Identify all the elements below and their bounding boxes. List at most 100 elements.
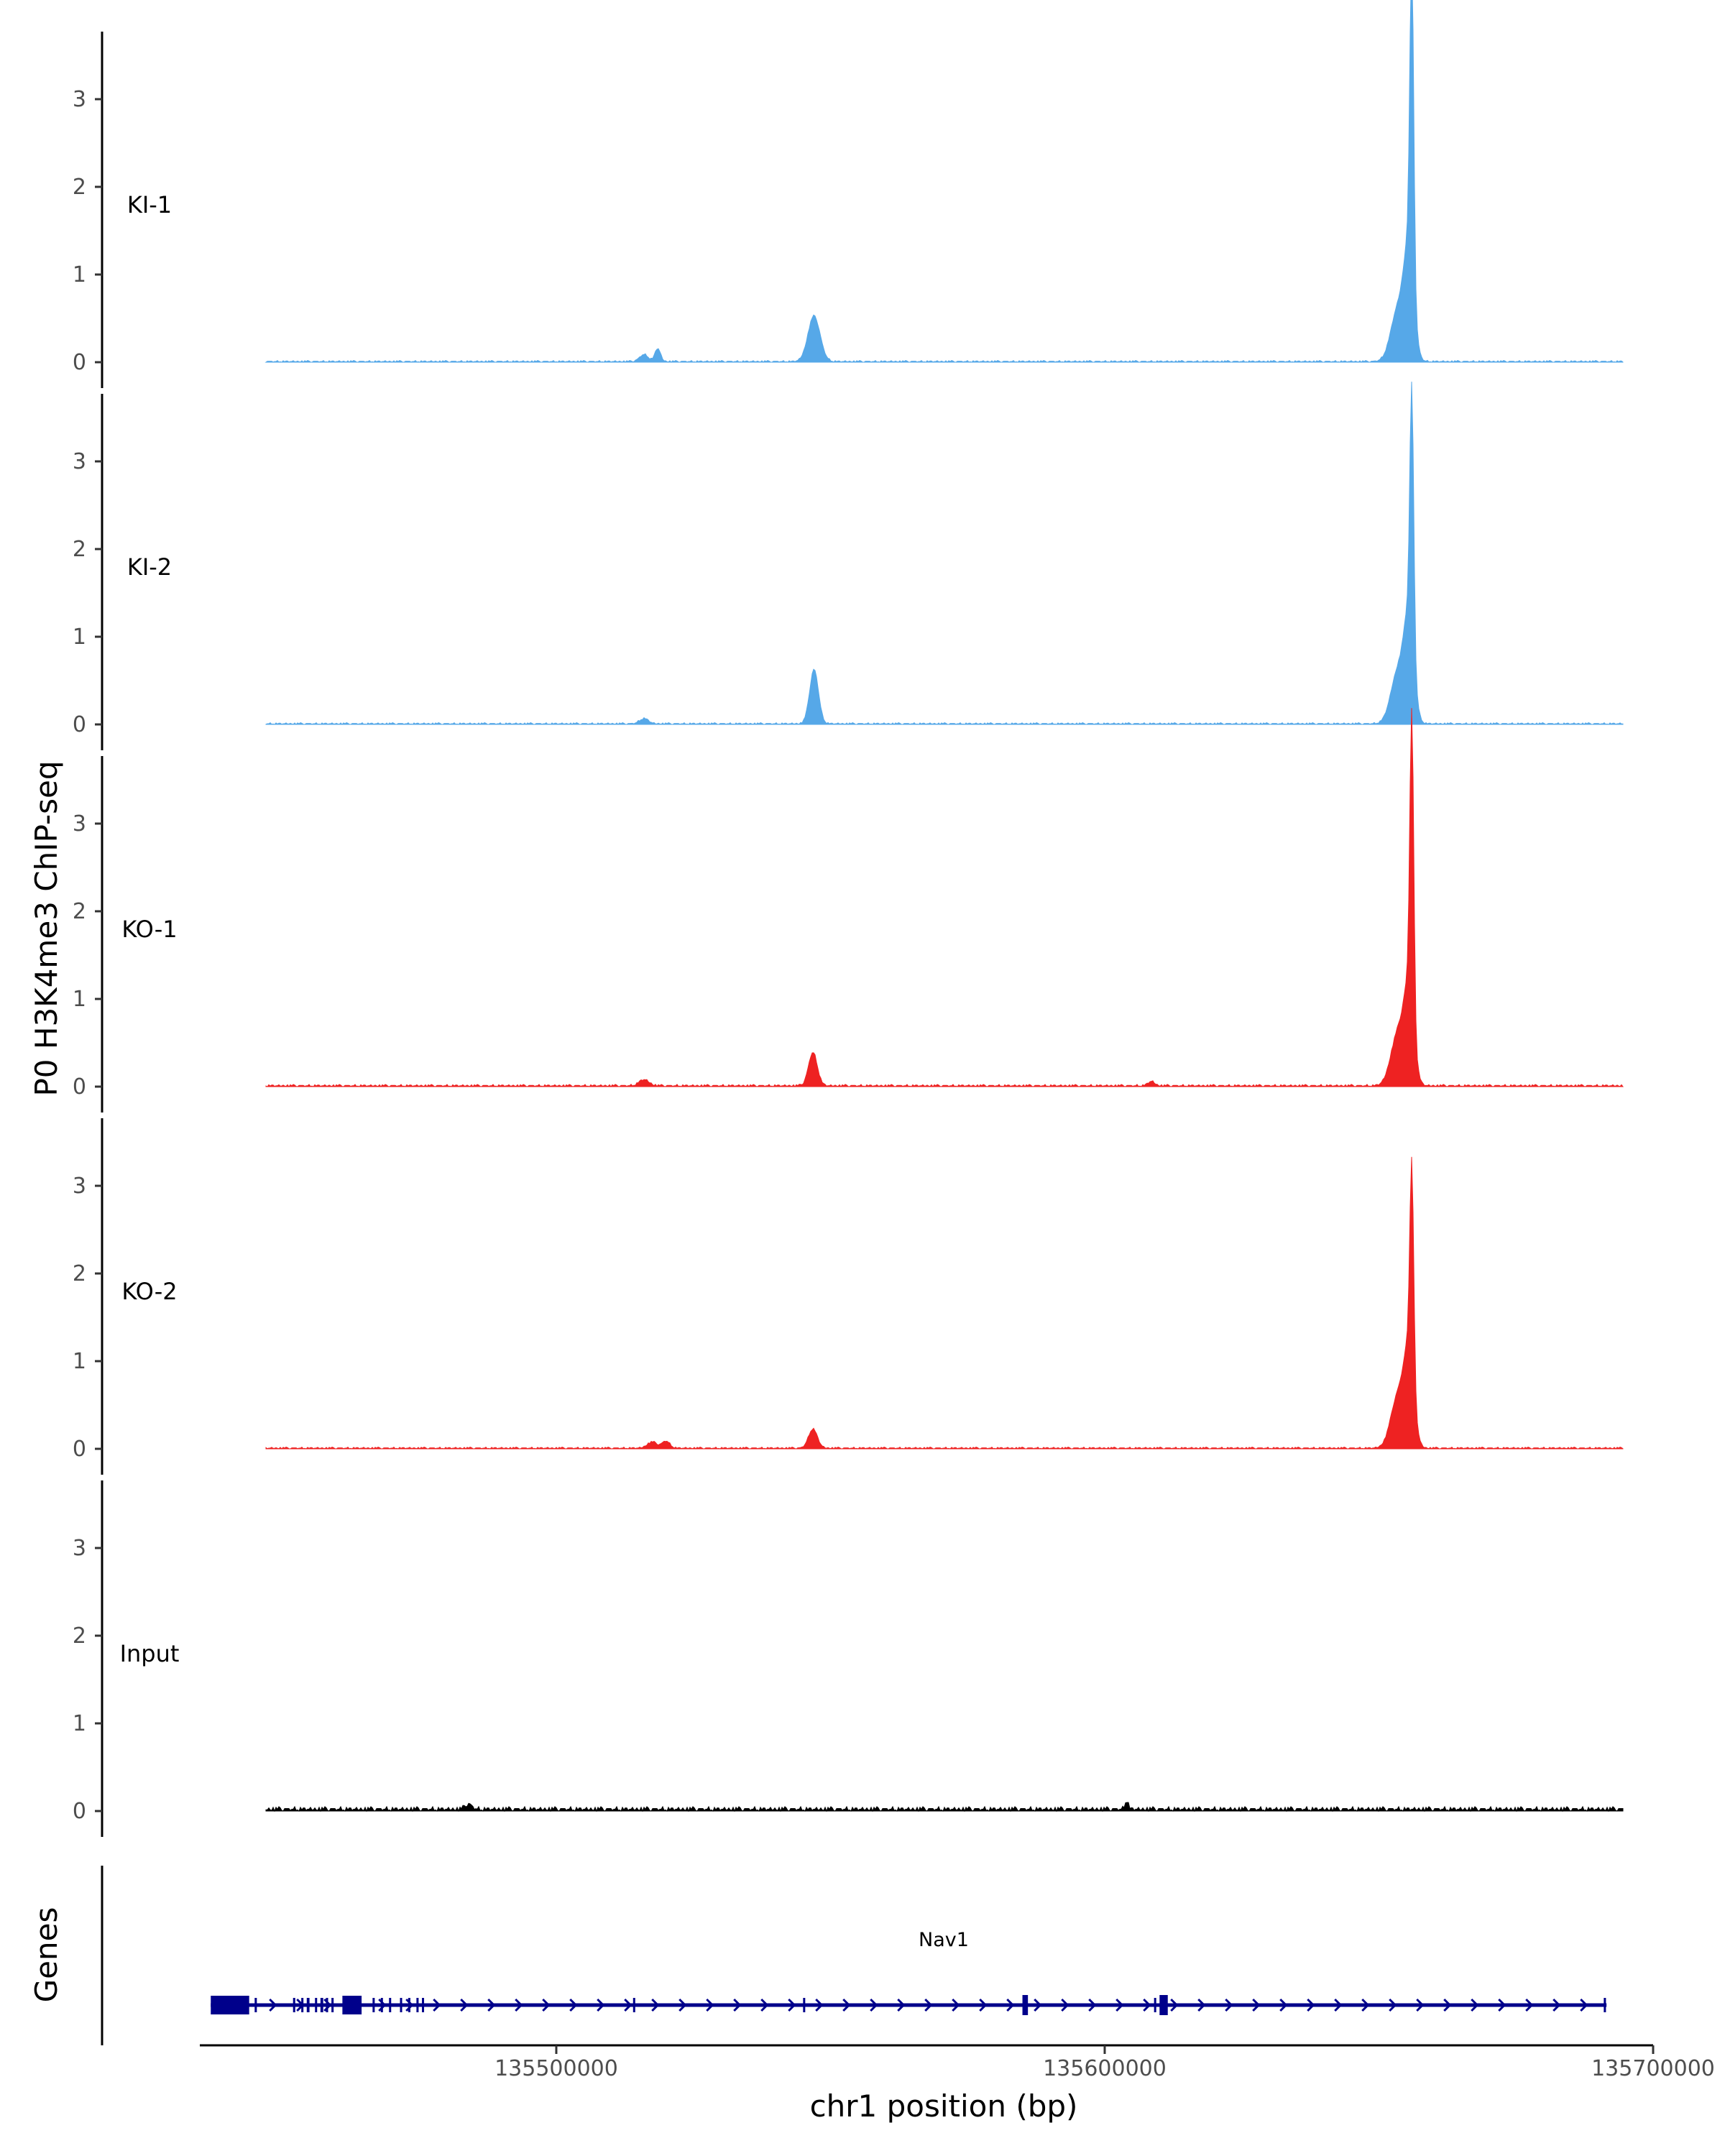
y-tick-label: 1	[73, 1711, 86, 1736]
strand-arrow	[706, 1998, 714, 2012]
exon	[1154, 1998, 1156, 2012]
strand-arrow	[1279, 1998, 1288, 2012]
y-tick-label: 3	[73, 1536, 86, 1561]
exon	[1604, 1998, 1606, 2012]
exon	[211, 1996, 249, 2014]
strand-arrow	[1252, 1998, 1261, 2012]
x-axis-title: chr1 position (bp)	[810, 2088, 1078, 2124]
x-tick-label: 135700000	[1591, 2056, 1715, 2081]
strand-arrow	[760, 1998, 769, 2012]
y-tick-label: 1	[73, 625, 86, 650]
exon	[331, 1998, 334, 2012]
signal-area	[265, 1156, 1624, 1450]
y-tick-label: 3	[73, 449, 86, 474]
signal-area	[264, 0, 1624, 363]
exon	[416, 1998, 419, 2012]
strand-arrow	[1361, 1998, 1370, 2012]
exon	[342, 1996, 362, 2014]
strand-arrow	[1552, 1998, 1561, 2012]
strand-arrow	[1034, 1998, 1042, 2012]
exon	[320, 1998, 323, 2012]
track-label: KI-1	[127, 191, 172, 218]
exon	[372, 1998, 375, 2012]
y-tick-label: 0	[73, 1799, 86, 1824]
y-tick-label: 3	[73, 87, 86, 112]
y-axis-title: P0 H3K4me3 ChIP-seq	[29, 760, 64, 1096]
genes-layer: Genes Nav1	[29, 1866, 1607, 2045]
exon	[326, 1998, 328, 2012]
genes-track-label: Genes	[29, 1907, 64, 2003]
strand-arrow	[1443, 1998, 1452, 2012]
strand-arrow	[1088, 1998, 1097, 2012]
y-tick-label: 0	[73, 712, 86, 737]
strand-arrow	[651, 1998, 660, 2012]
strand-arrow	[842, 1998, 851, 2012]
exon	[1159, 1995, 1168, 2015]
exon	[380, 1998, 383, 2012]
exon	[254, 1998, 257, 2012]
tracks-layer: 0 1 2 3 KI-1 0 1 2 3 KI-2 0 1 2 3 KO-1 0 1 2 3 KO-2 0 1 2 3 Inpu…	[73, 0, 1624, 1837]
y-tick-label: 3	[73, 811, 86, 837]
exon	[1022, 1995, 1029, 2015]
strand-arrow	[487, 1998, 496, 2012]
strand-arrow	[897, 1998, 906, 2012]
exon	[803, 1998, 806, 2012]
track-label: KO-2	[121, 1278, 177, 1305]
strand-arrow	[815, 1998, 824, 2012]
y-tick-label: 0	[73, 350, 86, 375]
exon	[293, 1998, 295, 2012]
track-label: KO-1	[121, 916, 177, 943]
strand-arrow	[569, 1998, 578, 2012]
track-input: 0 1 2 3 Input	[73, 1480, 1624, 1837]
strand-arrow	[1225, 1998, 1233, 2012]
strand-arrow	[1006, 1998, 1015, 2012]
y-tick-label: 2	[73, 1623, 86, 1649]
exon	[408, 1998, 410, 2012]
strand-arrow	[924, 1998, 933, 2012]
track-label: Input	[120, 1640, 180, 1667]
strand-arrow	[1061, 1998, 1070, 2012]
strand-arrow	[1170, 1998, 1179, 2012]
signal-area	[265, 382, 1624, 725]
strand-arrow	[515, 1998, 523, 2012]
signal-area	[265, 1802, 1624, 1812]
strand-arrow	[1307, 1998, 1315, 2012]
y-tick-label: 2	[73, 1261, 86, 1286]
exon	[315, 1998, 318, 2012]
track-label: KI-2	[127, 553, 172, 581]
strand-arrow	[1416, 1998, 1425, 2012]
y-tick-label: 3	[73, 1174, 86, 1199]
strand-arrow	[269, 1998, 277, 2012]
y-tick-label: 1	[73, 262, 86, 287]
exon	[301, 1998, 304, 2012]
y-tick-label: 2	[73, 899, 86, 924]
strand-arrow	[788, 1998, 796, 2012]
strand-arrow	[597, 1998, 605, 2012]
strand-arrow	[1389, 1998, 1397, 2012]
track-ki-1: 0 1 2 3 KI-1	[73, 0, 1624, 388]
strand-arrow	[979, 1998, 988, 2012]
strand-arrow	[678, 1998, 687, 2012]
x-axis: 135500000 135600000 135700000	[200, 2044, 1715, 2081]
signal-area	[265, 708, 1624, 1087]
strand-arrow	[1197, 1998, 1206, 2012]
strand-arrow	[624, 1998, 632, 2012]
y-tick-label: 0	[73, 1437, 86, 1462]
x-tick-label: 135600000	[1043, 2056, 1167, 2081]
strand-arrow	[870, 1998, 878, 2012]
y-tick-label: 2	[73, 537, 86, 562]
y-tick-label: 1	[73, 987, 86, 1012]
gene-name-label: Nav1	[919, 1929, 969, 1951]
exon	[632, 1998, 635, 2012]
strand-arrow	[733, 1998, 742, 2012]
strand-arrow	[1525, 1998, 1534, 2012]
exon	[400, 1998, 402, 2012]
track-ko-2: 0 1 2 3 KO-2	[73, 1118, 1624, 1475]
strand-arrow	[952, 1998, 960, 2012]
y-tick-label: 0	[73, 1074, 86, 1100]
strand-arrow	[1498, 1998, 1506, 2012]
track-ki-2: 0 1 2 3 KI-2	[73, 382, 1624, 750]
strand-arrow	[542, 1998, 551, 2012]
